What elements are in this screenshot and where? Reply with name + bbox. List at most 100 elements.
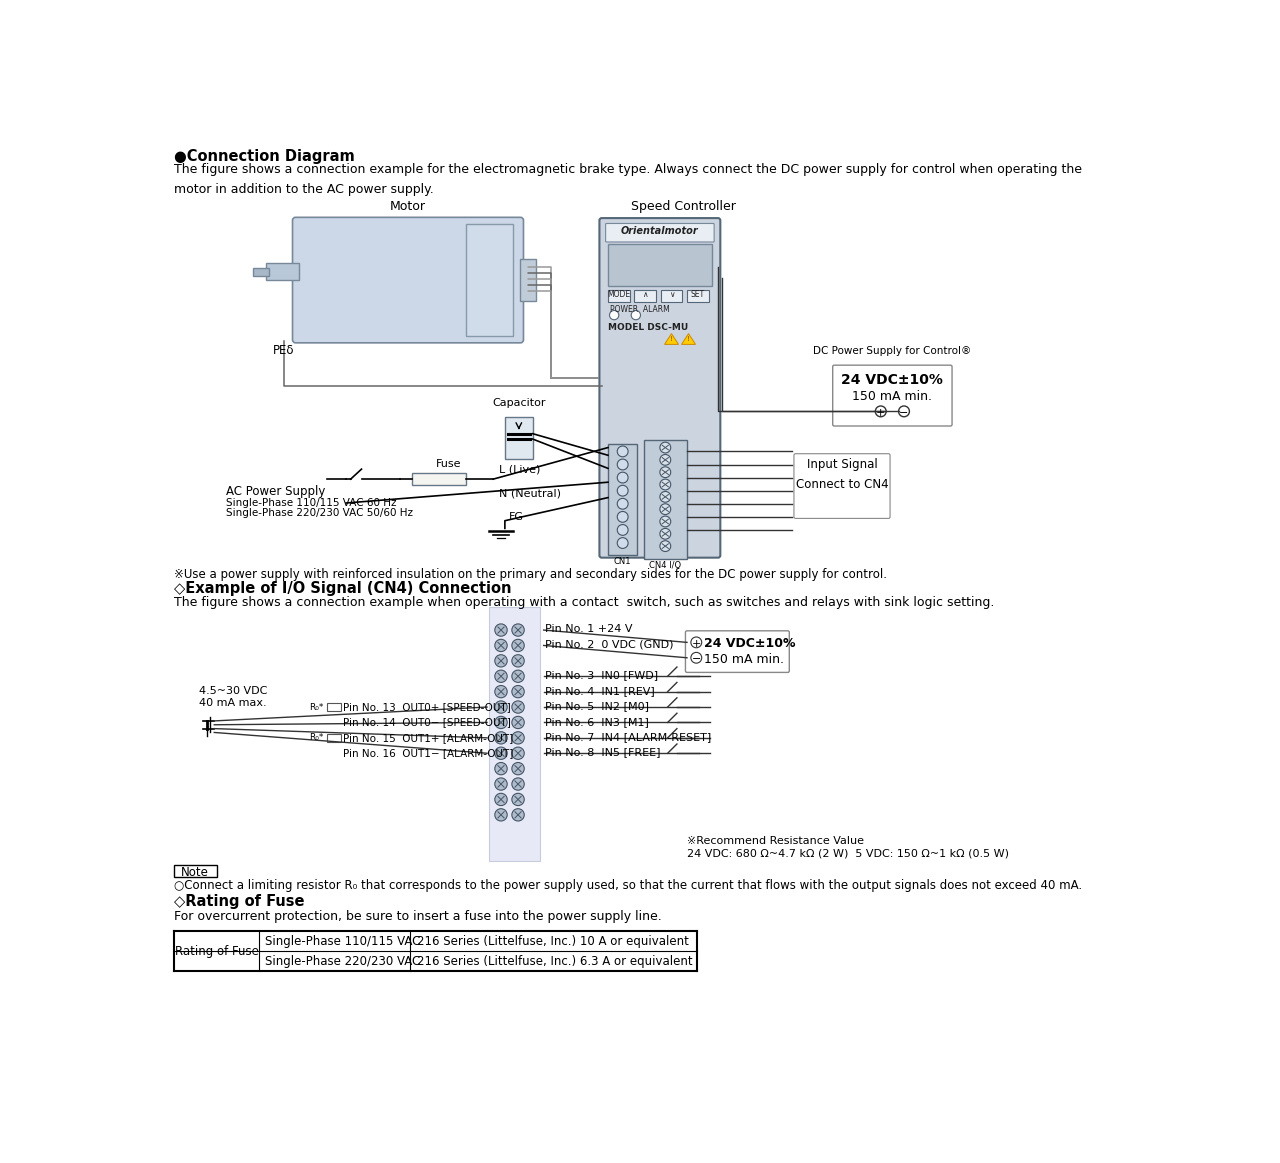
Text: 216 Series (Littelfuse, Inc.) 10 A or equivalent: 216 Series (Littelfuse, Inc.) 10 A or eq… bbox=[416, 935, 689, 948]
Text: Pin No. 16  OUT1− [ALARM-OUT]: Pin No. 16 OUT1− [ALARM-OUT] bbox=[343, 748, 513, 758]
Circle shape bbox=[660, 455, 671, 465]
Circle shape bbox=[631, 311, 640, 320]
Circle shape bbox=[617, 447, 628, 457]
Text: Capacitor: Capacitor bbox=[492, 398, 545, 407]
Circle shape bbox=[512, 747, 525, 759]
Circle shape bbox=[512, 732, 525, 744]
Text: Motor: Motor bbox=[390, 200, 426, 213]
Text: Note: Note bbox=[180, 865, 209, 879]
Text: AC Power Supply: AC Power Supply bbox=[225, 485, 325, 498]
Text: Pin No. 6  IN3 [M1]: Pin No. 6 IN3 [M1] bbox=[545, 716, 649, 727]
Bar bbox=[466, 224, 512, 336]
Circle shape bbox=[495, 732, 507, 744]
Circle shape bbox=[691, 652, 701, 663]
Text: L (Live): L (Live) bbox=[499, 464, 540, 475]
Circle shape bbox=[617, 472, 628, 483]
Circle shape bbox=[512, 623, 525, 636]
Circle shape bbox=[495, 763, 507, 775]
Bar bbox=[504, 416, 532, 459]
Text: Pin No. 5  IN2 [M0]: Pin No. 5 IN2 [M0] bbox=[545, 701, 649, 712]
FancyBboxPatch shape bbox=[686, 630, 790, 672]
Text: Pin No. 8  IN5 [FREE]: Pin No. 8 IN5 [FREE] bbox=[545, 748, 660, 757]
Text: Pin No. 7  IN4 [ALARM-RESET]: Pin No. 7 IN4 [ALARM-RESET] bbox=[545, 732, 712, 742]
Bar bbox=[253, 269, 269, 276]
Circle shape bbox=[691, 637, 701, 648]
Text: FG: FG bbox=[508, 512, 524, 522]
Text: 4.5~30 VDC
40 mA max.: 4.5~30 VDC 40 mA max. bbox=[198, 686, 268, 708]
Text: CN1: CN1 bbox=[614, 557, 631, 566]
Circle shape bbox=[512, 685, 525, 698]
Text: The figure shows a connection example for the electromagnetic brake type. Always: The figure shows a connection example fo… bbox=[174, 163, 1082, 195]
Circle shape bbox=[660, 442, 671, 452]
Text: Pin No. 13  OUT0+ [SPEED-OUT]: Pin No. 13 OUT0+ [SPEED-OUT] bbox=[343, 702, 511, 712]
Text: POWER  ALARM: POWER ALARM bbox=[609, 305, 669, 314]
Text: N (Neutral): N (Neutral) bbox=[499, 488, 561, 499]
Circle shape bbox=[899, 406, 909, 416]
Text: SET: SET bbox=[691, 291, 705, 300]
Text: 150 mA min.: 150 mA min. bbox=[704, 654, 785, 666]
Circle shape bbox=[512, 763, 525, 775]
Circle shape bbox=[512, 640, 525, 651]
Circle shape bbox=[660, 466, 671, 478]
Text: +: + bbox=[691, 638, 701, 649]
Bar bbox=[412, 473, 466, 485]
Bar bbox=[660, 290, 682, 302]
Text: R₀*: R₀* bbox=[308, 702, 323, 712]
Polygon shape bbox=[681, 334, 695, 344]
Text: Single-Phase 110/115 VAC 60 Hz: Single-Phase 110/115 VAC 60 Hz bbox=[225, 498, 397, 507]
Text: The figure shows a connection example when operating with a contact  switch, suc: The figure shows a connection example wh… bbox=[174, 597, 995, 609]
Text: CN4 I/O: CN4 I/O bbox=[649, 561, 681, 570]
Circle shape bbox=[512, 716, 525, 728]
Circle shape bbox=[495, 623, 507, 636]
Circle shape bbox=[660, 492, 671, 502]
Text: Orientalmotor: Orientalmotor bbox=[621, 226, 699, 236]
Bar bbox=[326, 734, 340, 742]
Circle shape bbox=[495, 793, 507, 806]
Text: Pin No. 14  OUT0− [SPEED-OUT]: Pin No. 14 OUT0− [SPEED-OUT] bbox=[343, 718, 511, 727]
Text: ∨: ∨ bbox=[668, 291, 675, 300]
Bar bbox=[266, 263, 298, 279]
Text: ○Connect a limiting resistor R₀ that corresponds to the power supply used, so th: ○Connect a limiting resistor R₀ that cor… bbox=[174, 879, 1082, 892]
Circle shape bbox=[495, 640, 507, 651]
Text: Speed Controller: Speed Controller bbox=[631, 200, 736, 213]
Circle shape bbox=[495, 747, 507, 759]
Text: MODE: MODE bbox=[607, 291, 630, 300]
Circle shape bbox=[495, 808, 507, 821]
Text: ◇Example of I/O Signal (CN4) Connection: ◇Example of I/O Signal (CN4) Connection bbox=[174, 580, 512, 595]
Text: Single-Phase 110/115 VAC: Single-Phase 110/115 VAC bbox=[265, 935, 421, 948]
Circle shape bbox=[876, 406, 886, 416]
Circle shape bbox=[512, 808, 525, 821]
Bar bbox=[608, 290, 630, 302]
Circle shape bbox=[512, 701, 525, 713]
Text: ∧: ∧ bbox=[643, 291, 648, 300]
Text: 24 VDC±10%: 24 VDC±10% bbox=[704, 637, 796, 650]
Text: Single-Phase 220/230 VAC 50/60 Hz: Single-Phase 220/230 VAC 50/60 Hz bbox=[225, 507, 413, 518]
Circle shape bbox=[495, 670, 507, 683]
Circle shape bbox=[617, 485, 628, 497]
Circle shape bbox=[660, 504, 671, 514]
Bar bbox=[174, 865, 216, 877]
Circle shape bbox=[660, 516, 671, 527]
Circle shape bbox=[617, 459, 628, 470]
Circle shape bbox=[660, 528, 671, 540]
FancyBboxPatch shape bbox=[599, 219, 721, 558]
Text: +: + bbox=[876, 408, 886, 419]
Text: Input Signal
Connect to CN4: Input Signal Connect to CN4 bbox=[796, 458, 888, 491]
Bar bbox=[644, 440, 687, 559]
Text: Pin No. 15  OUT1+ [ALARM-OUT]: Pin No. 15 OUT1+ [ALARM-OUT] bbox=[343, 733, 513, 743]
Text: DC Power Supply for Control®: DC Power Supply for Control® bbox=[813, 345, 972, 356]
Bar bbox=[687, 290, 709, 302]
Text: Single-Phase 220/230 VAC: Single-Phase 220/230 VAC bbox=[265, 955, 421, 968]
Text: 24 VDC: 680 Ω~4.7 kΩ (2 W)  5 VDC: 150 Ω~1 kΩ (0.5 W): 24 VDC: 680 Ω~4.7 kΩ (2 W) 5 VDC: 150 Ω~… bbox=[687, 849, 1009, 858]
Circle shape bbox=[617, 499, 628, 509]
Text: Pin No. 3  IN0 [FWD]: Pin No. 3 IN0 [FWD] bbox=[545, 671, 658, 680]
Text: −: − bbox=[900, 408, 909, 419]
FancyBboxPatch shape bbox=[794, 454, 890, 519]
Bar bbox=[608, 243, 712, 286]
Text: ●Connection Diagram: ●Connection Diagram bbox=[174, 149, 355, 164]
Text: Pin No. 1 +24 V: Pin No. 1 +24 V bbox=[545, 625, 632, 634]
FancyBboxPatch shape bbox=[293, 217, 524, 343]
Circle shape bbox=[495, 655, 507, 668]
Circle shape bbox=[617, 525, 628, 535]
Polygon shape bbox=[664, 334, 678, 344]
